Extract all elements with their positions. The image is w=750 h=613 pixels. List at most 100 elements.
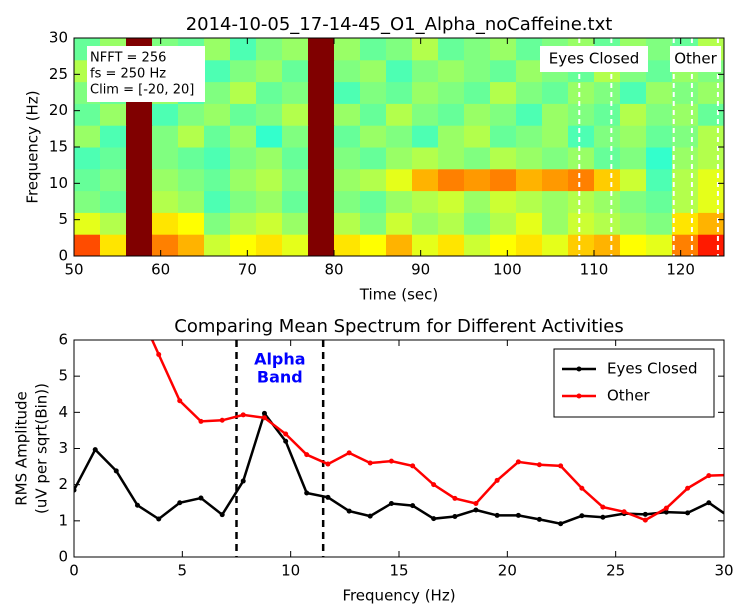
heatmap [74,38,724,256]
heatmap-cell [594,212,621,235]
heatmap-cell [386,125,413,148]
heatmap-cell [334,103,361,126]
heatmap-cell [672,212,699,235]
heatmap-cell [516,168,543,192]
heatmap-cell [308,168,335,192]
heatmap-cell [230,212,257,235]
heatmap-cell [646,190,673,213]
data-point [156,351,162,357]
data-point [515,512,521,518]
plot-frame [73,339,725,558]
heatmap-cell [204,147,231,170]
data-point [198,495,204,501]
heatmap-cell [438,125,465,148]
heatmap-cell [516,125,543,148]
heatmap-cell [672,125,699,148]
heatmap-cell [438,234,465,256]
heatmap-cell [594,234,621,256]
data-point [388,500,394,506]
heatmap-cell [594,81,621,104]
heatmap-cell [178,103,205,126]
heatmap-cell [516,81,543,104]
heatmap-cell [100,234,127,256]
heatmap-cell [152,212,179,235]
data-point [283,438,289,444]
heatmap-cell [100,168,127,192]
heatmap-cell [438,81,465,104]
heatmap-cell [230,168,257,192]
heatmap-cell [282,38,309,61]
heatmap-cell [360,212,387,235]
data-point [600,504,606,510]
heatmap-cell [568,190,595,213]
data-point [240,478,246,484]
y-tick-label: 5 [58,367,68,385]
data-point [663,509,669,515]
heatmap-cell [386,147,413,170]
x-tick-label: 15 [389,562,408,580]
heatmap-cell [490,38,517,61]
data-point [642,511,648,517]
heatmap-cell [256,168,283,192]
heatmap-cell [360,234,387,256]
legend-label: Other [607,387,650,405]
data-point [727,472,732,477]
heatmap-cell [542,168,569,192]
band-label: Band [257,368,303,387]
data-point [410,463,416,469]
data-point [134,502,140,508]
heatmap-cell [464,59,491,83]
data-point [177,500,183,506]
heatmap-cell [412,212,439,235]
heatmap-cell [542,147,569,170]
heatmap-cell [230,103,257,126]
heatmap-cell [74,190,101,213]
heatmap-cell [360,38,387,61]
data-point [261,410,267,416]
y-tick-label: 0 [58,247,68,265]
heatmap-cell [334,147,361,170]
y-tick-label: 15 [49,138,68,156]
y-tick-label: 6 [58,331,68,349]
heatmap-cell [334,81,361,104]
heatmap-cell [204,168,231,192]
heatmap-cell [204,81,231,104]
heatmap-cell [620,81,647,104]
data-point [325,461,331,467]
heatmap-cell [542,103,569,126]
heatmap-cell [698,168,724,192]
data-point [388,458,394,464]
heatmap-cell [490,81,517,104]
heatmap-cell [412,234,439,256]
x-tick-label: 50 [64,261,83,279]
y-tick-label: 10 [49,174,68,192]
heatmap-cell [360,81,387,104]
heatmap-cell [542,234,569,256]
data-point [261,415,267,421]
heatmap-cell [594,168,621,192]
heatmap-cell [100,103,127,126]
heatmap-cell [74,103,101,126]
data-point [113,468,119,474]
heatmap-cell [204,38,231,61]
heatmap-cell [412,103,439,126]
data-point [367,460,373,466]
data-point [135,305,140,310]
data-point [621,509,627,515]
heatmap-cell [230,38,257,61]
data-point [219,417,225,423]
heatmap-cell [646,59,673,83]
y-tick-label: 5 [58,210,68,228]
heatmap-cell [100,212,127,235]
heatmap-cell [412,125,439,148]
heatmap-cell [386,190,413,213]
heatmap-cell [178,168,205,192]
heatmap-cell [490,168,517,192]
heatmap-cell [490,234,517,256]
heatmap-cell [308,147,335,170]
heatmap-cell [672,81,699,104]
heatmap-cell [516,147,543,170]
x-tick-label: 100 [493,261,522,279]
x-tick-label: 80 [324,261,343,279]
y-tick-label: 2 [58,475,68,493]
